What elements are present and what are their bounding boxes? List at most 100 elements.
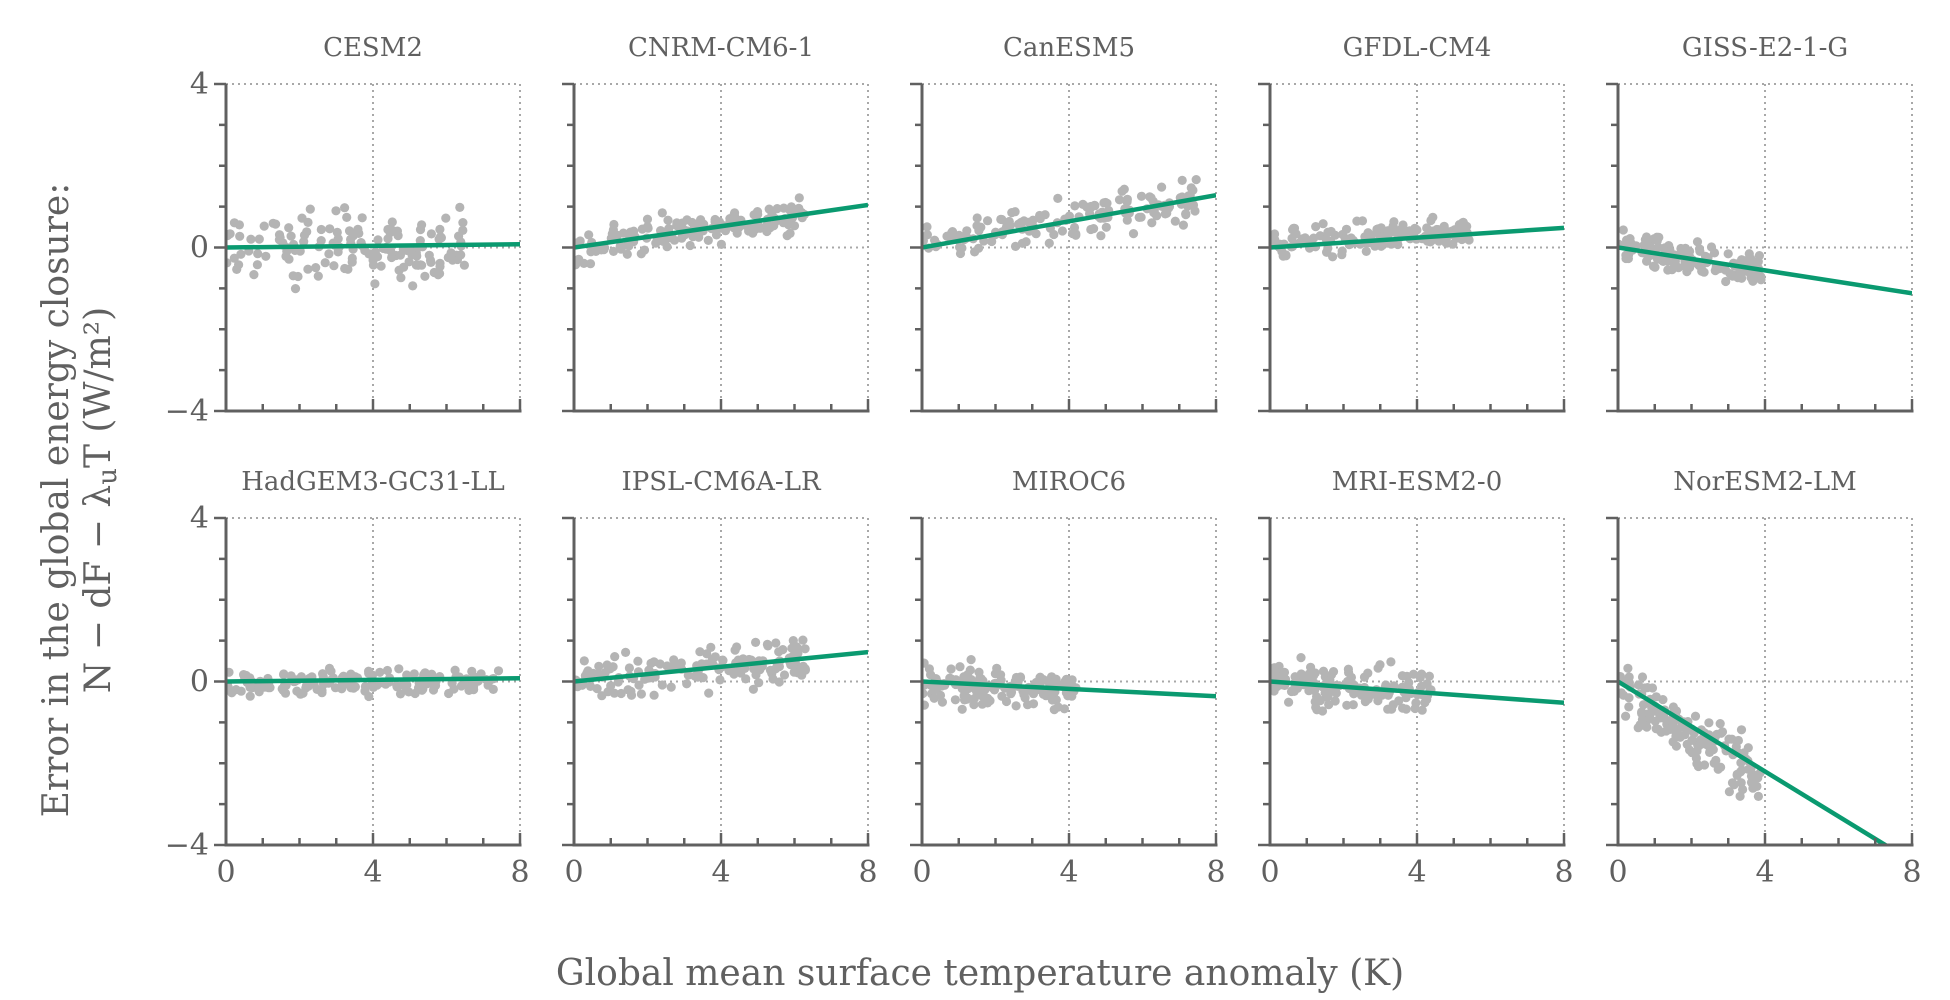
data-point (748, 228, 758, 238)
data-point (621, 647, 631, 658)
data-point (1005, 220, 1015, 231)
data-point (1181, 210, 1191, 220)
data-point (375, 667, 385, 677)
data-point (987, 236, 997, 247)
data-point (235, 231, 245, 241)
data-point (655, 659, 665, 669)
data-point (695, 647, 705, 657)
panel-mri-esm2-0: 0 4 8 MRI-ESM2-0 (1258, 467, 1574, 890)
data-point (1178, 220, 1188, 230)
data-point (1343, 664, 1353, 674)
data-point (324, 249, 334, 259)
data-point (1652, 254, 1663, 264)
data-point (330, 683, 341, 693)
data-point (1322, 247, 1332, 257)
data-point (602, 660, 612, 670)
data-point (997, 691, 1007, 701)
data-point (407, 250, 417, 260)
y-tick-label: −4 (165, 828, 209, 863)
data-point (249, 270, 259, 280)
data-point (1651, 692, 1661, 702)
data-point (972, 213, 982, 223)
data-point (1315, 696, 1325, 706)
data-point (1732, 770, 1742, 781)
data-point (1323, 691, 1333, 702)
data-point (771, 638, 781, 648)
data-point (465, 684, 475, 694)
data-point (1270, 666, 1280, 677)
data-point (1342, 700, 1352, 710)
data-point (1704, 741, 1714, 751)
data-point (610, 652, 620, 662)
panel-title: NorESM2-LM (1673, 467, 1856, 497)
data-point (1136, 212, 1146, 222)
data-point (787, 643, 797, 653)
data-point (704, 688, 714, 698)
data-point (996, 214, 1006, 224)
data-point (1023, 700, 1033, 710)
data-point (1101, 222, 1111, 232)
data-point (1096, 231, 1106, 241)
data-point (316, 236, 326, 246)
data-point (279, 681, 290, 691)
data-point (669, 235, 680, 245)
panel-gfdl-cm4: GFDL-CM4 (1258, 33, 1566, 413)
data-point (1618, 688, 1626, 698)
data-point (966, 655, 976, 665)
data-point (1376, 223, 1386, 233)
data-point (642, 214, 653, 224)
data-point (793, 648, 803, 659)
data-point (1709, 758, 1719, 768)
y-axis-label-subscript: u (93, 468, 123, 485)
panel-title: MIROC6 (1012, 467, 1126, 497)
panel-canesm5: CanESM5 (910, 33, 1218, 413)
data-point (404, 257, 414, 267)
data-point (1408, 669, 1419, 679)
data-point (493, 666, 504, 676)
data-point (1401, 704, 1411, 714)
data-point (1415, 672, 1425, 683)
data-point (1349, 689, 1359, 699)
data-point (1739, 256, 1749, 267)
data-point (1729, 780, 1739, 790)
y-tick-label: 4 (190, 501, 209, 536)
data-point (433, 270, 443, 280)
data-point (245, 691, 255, 701)
data-point (706, 642, 716, 653)
data-point (1424, 671, 1434, 681)
data-point (1393, 239, 1403, 250)
panel-miroc6: 0 4 8 MIROC6 (910, 467, 1226, 890)
data-point (603, 687, 613, 697)
data-point (458, 225, 468, 235)
data-point (1057, 226, 1067, 236)
data-point (293, 271, 303, 282)
data-point (594, 661, 604, 671)
data-point (1028, 689, 1039, 699)
data-point (1743, 743, 1753, 753)
x-tick-label: 4 (363, 855, 382, 890)
data-point (608, 246, 619, 256)
data-point (768, 674, 778, 684)
data-point (385, 228, 395, 238)
data-point (765, 665, 776, 675)
data-point (426, 229, 436, 239)
data-point (694, 219, 704, 229)
data-point (1618, 672, 1625, 682)
data-point (246, 234, 256, 244)
data-point (669, 655, 679, 665)
data-point (424, 250, 434, 260)
data-point (798, 635, 808, 645)
data-point (1717, 727, 1728, 737)
data-point (922, 222, 932, 232)
data-point (778, 645, 788, 655)
data-point (585, 259, 596, 269)
data-point (286, 231, 296, 241)
panel-title: CNRM-CM6-1 (628, 33, 814, 63)
data-point (370, 279, 380, 289)
data-point (693, 669, 703, 679)
data-point (382, 665, 392, 676)
data-point (1397, 671, 1407, 681)
panel-ipsl-cm6a-lr: 0 4 8 IPSL-CM6A-LR (562, 467, 878, 890)
fit-line (922, 679, 1216, 699)
